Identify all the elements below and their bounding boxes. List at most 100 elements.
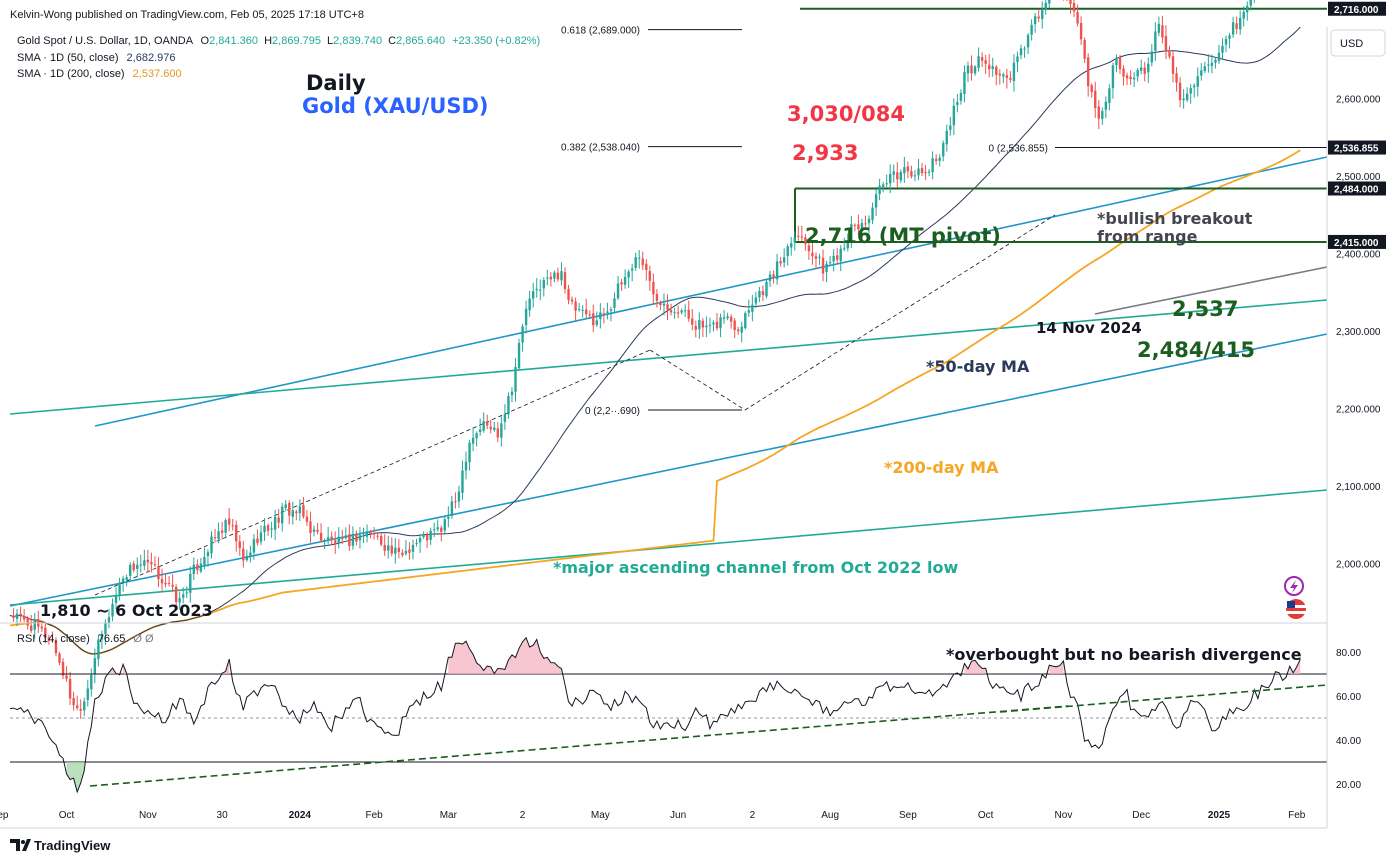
time-axis[interactable]: ep Oct Nov 30 2024 Feb Mar 2 May Jun 2 Aug Sep Oct Nov… <box>0 810 1306 821</box>
ohlc-h-label: H <box>264 35 272 47</box>
time-tick-label: Nov <box>139 810 157 821</box>
price-axis[interactable]: 2,600.000 2,500.000 2,400.000 2,300.000 2,20… <box>1336 95 1381 571</box>
major-channel-lower-line <box>9 489 1328 606</box>
fib-projection-dashed-line <box>649 349 746 411</box>
candle-body <box>1164 36 1168 52</box>
candle-body <box>609 309 613 311</box>
candle-body <box>814 256 818 259</box>
candle-body <box>185 592 188 594</box>
candle-body <box>655 293 659 301</box>
rsi-legend: RSI (14, close) 76.65 Ø Ø <box>17 633 154 645</box>
lower-channel-line <box>9 333 1328 607</box>
candle-body <box>1083 40 1086 59</box>
candle-body <box>150 562 153 565</box>
candle-body <box>934 158 938 161</box>
candle-body <box>917 168 920 176</box>
candle-body <box>970 65 973 74</box>
candle-body <box>1097 106 1100 119</box>
candle-body <box>867 218 871 224</box>
candle-body <box>832 255 835 262</box>
candle-body <box>164 582 167 585</box>
candle-body <box>606 311 609 313</box>
candle-body <box>270 528 273 530</box>
candle-body <box>51 639 54 641</box>
candle-body <box>666 304 669 310</box>
candle-body <box>645 263 648 270</box>
candle-body <box>1246 5 1249 13</box>
candle-body <box>638 257 641 259</box>
candle-body <box>899 172 903 181</box>
candle-body <box>846 241 849 249</box>
time-tick-label: Feb <box>1288 810 1306 821</box>
candle-body <box>1019 48 1023 56</box>
candle-body <box>726 316 729 319</box>
sma50-label: SMA · 1D (50, close) <box>17 52 118 64</box>
candle-body <box>309 521 312 534</box>
candle-body <box>68 678 72 699</box>
candle-body <box>1023 48 1026 50</box>
candle-body <box>235 524 238 542</box>
publisher-line: Kelvin-Wong published on TradingView.com… <box>10 9 364 21</box>
candle-body <box>1012 62 1016 82</box>
candle-body <box>61 661 65 676</box>
candle-body <box>1002 74 1005 77</box>
candle-body <box>266 525 270 531</box>
candle-body <box>47 637 51 641</box>
candle-body <box>337 536 340 544</box>
candle-body <box>125 577 128 580</box>
ohlc-l-label: L <box>327 35 333 47</box>
candle-body <box>737 329 740 332</box>
legend-sma50: SMA · 1D (50, close) 2,682.976 <box>17 52 175 64</box>
tradingview-logo[interactable]: TradingView <box>10 838 111 853</box>
tv-logo-slash <box>22 839 31 851</box>
time-tick-label: May <box>591 810 610 821</box>
fib-a-level-label: 0.382 (2,538.040) <box>561 143 640 154</box>
price-plot[interactable]: 1.382 (3,177.700)1.236 (3,084.310)1 (2,9… <box>9 0 1328 719</box>
rsi-overbought-fill <box>1289 659 1301 674</box>
candle-body <box>775 261 779 280</box>
candle-body <box>1136 70 1139 77</box>
candle-body <box>821 257 825 274</box>
candle-body <box>574 301 577 311</box>
candle-body <box>733 320 736 331</box>
price-tick-label: 2,300.000 <box>1336 327 1381 338</box>
candle-body <box>729 316 733 322</box>
candle-body <box>305 516 309 522</box>
candle-body <box>864 223 867 225</box>
candle-body <box>857 224 860 230</box>
candle-body <box>404 550 408 554</box>
tv-logo-dot <box>21 840 25 844</box>
price-tick-label: 2,000.000 <box>1336 559 1381 570</box>
candle-body <box>906 166 910 172</box>
candle-body <box>998 73 1001 76</box>
candle-body <box>581 309 584 311</box>
rsi-line <box>9 636 1301 794</box>
candle-body <box>1207 64 1210 66</box>
footer-logo-text: TradingView <box>34 838 111 853</box>
candle-body <box>528 298 531 311</box>
candle-body <box>698 320 701 330</box>
candle-body <box>539 289 542 291</box>
time-tick-label: ep <box>0 810 9 821</box>
candle-body <box>443 519 447 531</box>
candle-body <box>878 185 881 194</box>
instrument-label: Gold (XAU/USD) <box>302 94 489 118</box>
candle-body <box>365 531 369 537</box>
candle-body <box>765 281 768 297</box>
currency-button[interactable] <box>1330 29 1386 57</box>
candle-body <box>454 501 457 503</box>
candle-body <box>881 184 885 188</box>
candle-body <box>514 367 517 392</box>
rsi-plot[interactable] <box>9 636 1328 794</box>
rsi-levels <box>10 673 1327 763</box>
rsi-axis[interactable]: 80.00 60.00 40.00 20.00 <box>1336 648 1361 791</box>
sma50-note: *50-day MA <box>926 357 1030 376</box>
candle-body <box>924 172 927 174</box>
flag-stripe <box>1286 611 1306 614</box>
candle-body <box>295 511 298 513</box>
support-2537-label: 2,537 <box>1172 297 1238 321</box>
candle-body <box>708 324 712 326</box>
candle-body <box>828 262 832 264</box>
candle-body <box>1048 0 1051 4</box>
